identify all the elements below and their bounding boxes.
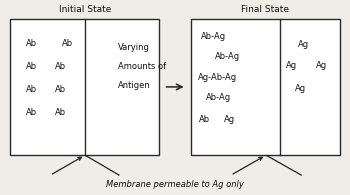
Text: Ag: Ag: [295, 84, 306, 93]
Text: Ab-Ag: Ab-Ag: [206, 93, 231, 102]
Text: Ag: Ag: [224, 115, 235, 124]
Text: Ab: Ab: [26, 39, 37, 48]
Text: Varying: Varying: [118, 43, 149, 52]
Text: Final State: Final State: [241, 5, 289, 14]
Text: Ab: Ab: [198, 115, 210, 124]
Text: Ab: Ab: [26, 85, 37, 94]
Text: Antigen: Antigen: [118, 82, 150, 90]
Text: Membrane permeable to Ag only: Membrane permeable to Ag only: [106, 180, 244, 189]
FancyBboxPatch shape: [191, 19, 340, 155]
Text: Ab: Ab: [62, 39, 73, 48]
Text: Ag: Ag: [316, 61, 327, 70]
Text: Ab: Ab: [26, 62, 37, 71]
Text: Ab-Ag: Ab-Ag: [201, 32, 226, 42]
Text: Ag: Ag: [286, 61, 297, 70]
Text: Amounts of: Amounts of: [118, 62, 166, 71]
Text: Ab: Ab: [55, 85, 66, 94]
Text: Ab: Ab: [55, 108, 66, 117]
Text: Ab-Ag: Ab-Ag: [215, 52, 240, 61]
Text: Ab: Ab: [26, 108, 37, 117]
FancyBboxPatch shape: [10, 19, 159, 155]
Text: Ag-Ab-Ag: Ag-Ab-Ag: [198, 73, 237, 82]
Text: Ag: Ag: [298, 40, 309, 49]
Text: Ab: Ab: [55, 62, 66, 71]
Text: Initial State: Initial State: [58, 5, 111, 14]
